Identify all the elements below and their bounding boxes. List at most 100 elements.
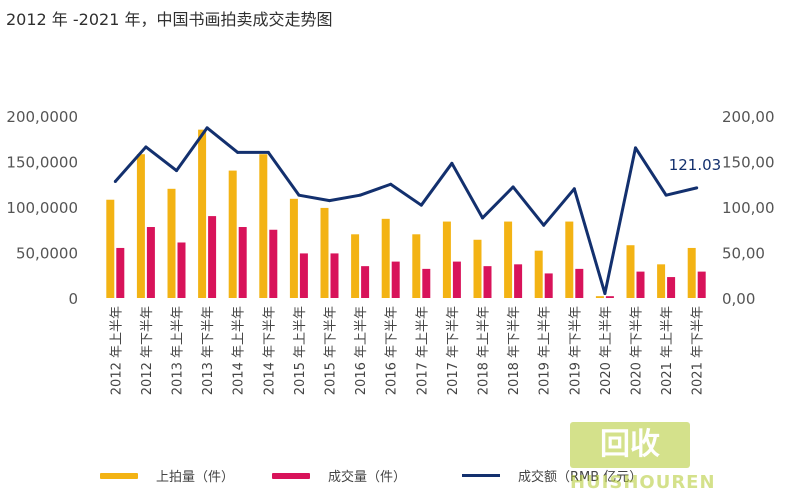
line-point: [205, 126, 209, 130]
line-point: [358, 193, 362, 197]
line-point: [542, 223, 546, 227]
bar-auction: [106, 199, 115, 298]
line-point: [572, 187, 576, 191]
line-point: [664, 193, 668, 197]
category-label: 2018 年下半年: [507, 306, 522, 395]
bar-deal-count: [238, 227, 247, 298]
legend-label-deal-amount: 成交额（RMB 亿元）: [518, 470, 643, 485]
category-label: 2012 年下半年: [140, 306, 155, 395]
bar-deal-count: [422, 268, 431, 298]
category-label: 2020 年上半年: [599, 306, 614, 395]
right-tick-label: 200,00: [722, 108, 775, 126]
left-tick-label: 50,0000: [16, 245, 78, 263]
bar-deal-count: [177, 242, 186, 298]
chart-legend: 上拍量（件） 成交量（件） 成交额（RMB 亿元）: [0, 466, 800, 496]
bar-deal-count: [269, 229, 278, 298]
legend-label-auction: 上拍量（件）: [156, 470, 235, 485]
bar-deal-count: [667, 277, 676, 298]
legend-swatch-auction: [100, 472, 138, 479]
category-label: 2017 年下半年: [446, 306, 461, 395]
bar-deal-count: [116, 247, 125, 298]
line-point: [297, 193, 301, 197]
line-point: [511, 185, 515, 189]
bar-auction: [473, 239, 482, 298]
bar-deal-count: [697, 271, 706, 298]
category-label: 2014 年下半年: [262, 306, 277, 395]
bar-auction: [289, 198, 298, 298]
bar-auction: [320, 207, 329, 298]
legend-swatch-deal-count: [272, 472, 310, 479]
line-point: [236, 150, 240, 154]
bar-auction: [687, 247, 696, 298]
legend-item-deal-count: 成交量（件）: [272, 466, 406, 485]
legend-item-deal-amount: 成交额（RMB 亿元）: [462, 466, 642, 485]
bar-auction: [351, 234, 360, 298]
bar-auction: [259, 154, 268, 298]
bar-auction: [228, 170, 237, 298]
category-label: 2015 年上半年: [293, 306, 308, 395]
line-point: [328, 199, 331, 203]
line-point: [113, 180, 117, 184]
bar-auction: [534, 250, 543, 298]
right-tick-label: 100,00: [722, 199, 775, 217]
legend-swatch-deal-amount: [462, 474, 500, 477]
category-label: 2012 年上半年: [109, 306, 124, 395]
bar-deal-count: [483, 266, 492, 298]
bar-deal-count: [299, 253, 308, 298]
bar-auction: [657, 264, 666, 298]
bar-auction: [136, 154, 145, 298]
bar-auction: [565, 221, 574, 298]
bar-deal-count: [330, 253, 339, 298]
category-label: 2013 年下半年: [201, 306, 216, 395]
left-tick-label: 150,0000: [6, 154, 78, 172]
line-point: [419, 203, 423, 207]
category-label: 2021 年下半年: [691, 306, 706, 395]
legend-item-auction: 上拍量（件）: [100, 466, 234, 485]
category-label: 2019 年下半年: [568, 306, 583, 395]
right-tick-label: 50,00: [722, 245, 765, 263]
category-label: 2021 年上半年: [660, 306, 675, 395]
legend-label-deal-count: 成交量（件）: [328, 470, 407, 485]
category-label: 2014 年上半年: [232, 306, 247, 395]
bar-auction: [442, 221, 451, 298]
right-tick-label: 150,00: [722, 154, 775, 172]
line-point: [389, 182, 393, 186]
line-point: [144, 145, 148, 149]
bar-deal-count: [575, 268, 584, 298]
bar-auction: [381, 218, 390, 298]
line-point: [634, 146, 637, 150]
bar-deal-count: [361, 266, 370, 298]
left-tick-label: 200,0000: [6, 108, 78, 126]
line-point: [695, 186, 699, 190]
bar-auction: [412, 234, 421, 298]
bar-deal-count: [544, 273, 553, 298]
bar-deal-count: [636, 271, 645, 298]
bar-deal-count: [146, 227, 155, 298]
category-label: 2016 年下半年: [385, 306, 400, 395]
bar-auction: [595, 296, 604, 298]
line-point: [603, 291, 607, 295]
chart-title: 2012 年 -2021 年，中国书画拍卖成交走势图: [6, 10, 333, 29]
bar-deal-count: [391, 261, 400, 298]
bar-deal-count: [452, 261, 461, 298]
right-tick-label: 0,00: [722, 290, 755, 308]
bar-deal-count: [605, 296, 614, 298]
left-tick-label: 0: [68, 290, 78, 308]
line-deal-amount: [114, 126, 698, 295]
category-label: 2018 年上半年: [477, 306, 492, 395]
category-label: 2020 年下半年: [630, 306, 645, 395]
category-label: 2013 年上半年: [171, 306, 186, 395]
line-point: [266, 150, 270, 154]
line-point: [175, 169, 178, 173]
category-label: 2015 年下半年: [324, 306, 339, 395]
bar-deal-count: [514, 264, 523, 298]
bar-deal-count: [208, 216, 217, 298]
line-point: [450, 161, 454, 165]
category-label: 2019 年上半年: [538, 306, 553, 395]
bar-auction: [167, 188, 176, 298]
bar-auction: [198, 129, 207, 298]
bar-auction: [504, 221, 513, 298]
category-label: 2016 年上半年: [354, 306, 369, 395]
line-point: [481, 216, 484, 220]
